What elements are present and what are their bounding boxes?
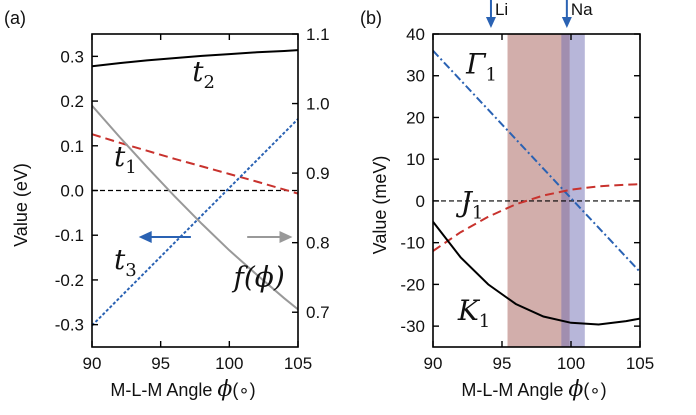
panel-a-y2tick-label: 0.9: [306, 164, 330, 183]
panel-b-ytick-label: 10: [406, 150, 425, 169]
panel-b-band-1: [507, 34, 570, 347]
panel-b-xtick-label: 100: [557, 354, 585, 373]
panel-b-series-j1: [433, 183, 640, 252]
panel-b-ytick-label: 30: [406, 67, 425, 86]
panel-a-series-f: [92, 104, 298, 311]
panel-b-series: [433, 50, 640, 326]
panel-a-arrow-right: [247, 231, 293, 244]
panel-b-ytick-label: 0: [416, 192, 425, 211]
panel-b-ytick-label: 20: [406, 108, 425, 127]
panel-a-series-t2: [92, 49, 298, 68]
panel-a-ytick-label: -0.2: [55, 271, 84, 290]
panel-b-annotation-1: Γ1: [465, 48, 497, 86]
panel-b-ytick-label: -20: [400, 275, 425, 294]
panel-a-series-t1: [92, 133, 298, 195]
panel-a-series: [92, 49, 298, 327]
panel-b-frame: [432, 33, 641, 348]
panel-b-xtick-label: 95: [493, 354, 512, 373]
panel-a-ytick-label: 0.0: [60, 182, 84, 201]
panel-a-ylabel: Value (eV): [11, 163, 31, 247]
panel-a-label: (a): [4, 8, 26, 28]
panel-b-annotation-k1: K1: [457, 294, 490, 332]
panel-a-y2tick-label: 0.8: [306, 234, 330, 253]
panel-a-xtick-label: 105: [284, 354, 312, 373]
panel-b-label: (b): [360, 8, 382, 28]
panel-b-ytick-label: -30: [400, 317, 425, 336]
panel-a-annotation-t3: t3: [114, 243, 137, 281]
panel-a-ytick-label: -0.1: [55, 226, 84, 245]
panel-a-arrow-left: [138, 231, 191, 244]
panel-a-xlabel: M-L-M Angle ϕ(∘): [110, 377, 255, 402]
panel-a-annotation-t2: t2: [192, 55, 215, 93]
panel-b-xtick-label: 90: [424, 354, 443, 373]
panel-b-ytick-label: -10: [400, 234, 425, 253]
panel-b-bands: [507, 34, 585, 347]
panel-b-band-2: [561, 34, 585, 347]
panel-a-y2tick-label: 0.7: [306, 303, 330, 322]
panel-a-ytick-label: 0.1: [60, 137, 84, 156]
panel-a-xtick-label: 100: [215, 354, 243, 373]
panel-a: (a) 90 95 100 105 -0.3 -0.2 -0.1 0.0 0.1 0.2 0.3 0.…: [4, 8, 330, 402]
panel-b-axes: [432, 33, 641, 348]
panel-b-ylabel: Value (meV): [370, 156, 390, 255]
panel-a-series-t3: [92, 118, 298, 327]
panel-a-ytick-label: -0.3: [55, 316, 84, 335]
panel-b-ion-label: Li: [495, 0, 508, 19]
panel-b-xtick-label: 105: [626, 354, 654, 373]
panel-a-ytick-label: 0.3: [60, 47, 84, 66]
panel-b-ion-marker-na: Na: [561, 0, 593, 28]
panel-b-annotation-j1: J1: [456, 185, 484, 223]
panel-b-ion-label: Na: [571, 0, 593, 19]
panel-b-ion-marker-li: Li: [485, 0, 508, 28]
panel-a-ytick-label: 0.2: [60, 92, 84, 111]
panel-a-y2tick-label: 1.1: [306, 25, 330, 44]
panel-b-ytick-label: 40: [406, 25, 425, 44]
panel-b-series-1: [433, 50, 640, 273]
panel-a-xtick-label: 90: [83, 354, 102, 373]
panel-a-y2tick-label: 1.0: [306, 95, 330, 114]
panel-b-series-k1: [433, 221, 640, 326]
panel-a-annotation-f: f(ϕ): [231, 261, 284, 294]
panel-b-xlabel: M-L-M Angle ϕ(∘): [461, 377, 606, 402]
panel-a-xtick-label: 95: [151, 354, 170, 373]
panel-a-annotation-t1: t1: [114, 140, 137, 178]
